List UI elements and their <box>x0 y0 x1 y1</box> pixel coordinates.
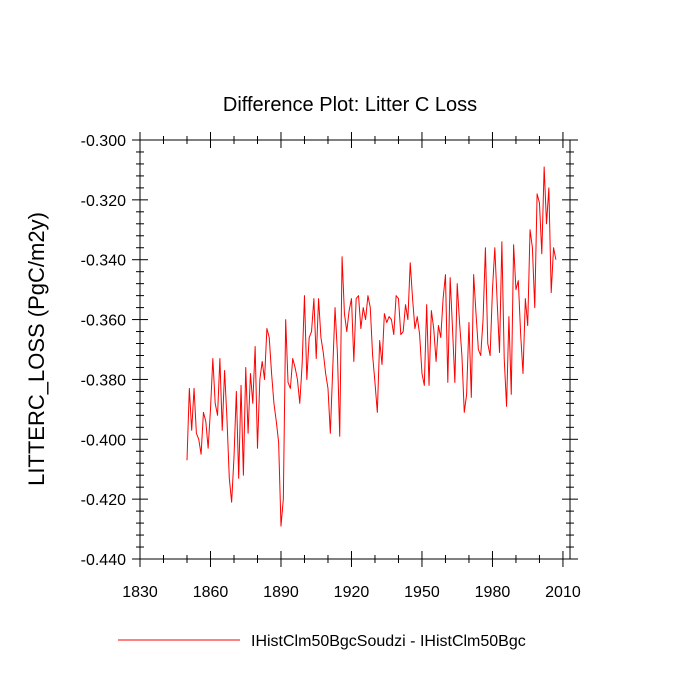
x-tick-label: 1980 <box>475 584 511 601</box>
y-tick-label: -0.440 <box>81 552 126 569</box>
y-axis-label-group: LITTERC_LOSS (PgC/m2y) <box>24 212 49 486</box>
y-tick-label: -0.420 <box>81 492 126 509</box>
x-tick-label: 1860 <box>193 584 229 601</box>
x-tick-label: 2010 <box>545 584 581 601</box>
axis-ticks <box>132 132 578 567</box>
y-tick-label: -0.300 <box>81 133 126 150</box>
y-tick-label: -0.400 <box>81 432 126 449</box>
axis-tick-labels: 1830 1860 1890 1920 1950 1980 2010 -0.300 -0.320… <box>81 133 581 601</box>
y-tick-label: -0.320 <box>81 193 126 210</box>
legend: IHistClm50BgcSoudzi - IHistClm50Bgc <box>118 633 526 650</box>
x-tick-label: 1830 <box>122 584 158 601</box>
chart-title: Difference Plot: Litter C Loss <box>223 94 477 116</box>
plot-frame <box>139 139 571 560</box>
y-tick-label: -0.380 <box>81 372 126 389</box>
series-line <box>186 166 557 527</box>
x-tick-label: 1950 <box>404 584 440 601</box>
y-tick-label: -0.340 <box>81 253 126 270</box>
y-axis-label: LITTERC_LOSS (PgC/m2y) <box>24 212 49 486</box>
x-tick-label: 1890 <box>263 584 299 601</box>
legend-entry-label: IHistClm50BgcSoudzi - IHistClm50Bgc <box>251 633 526 650</box>
series-group <box>186 166 557 527</box>
x-tick-label: 1920 <box>334 584 370 601</box>
y-tick-label: -0.360 <box>81 313 126 330</box>
